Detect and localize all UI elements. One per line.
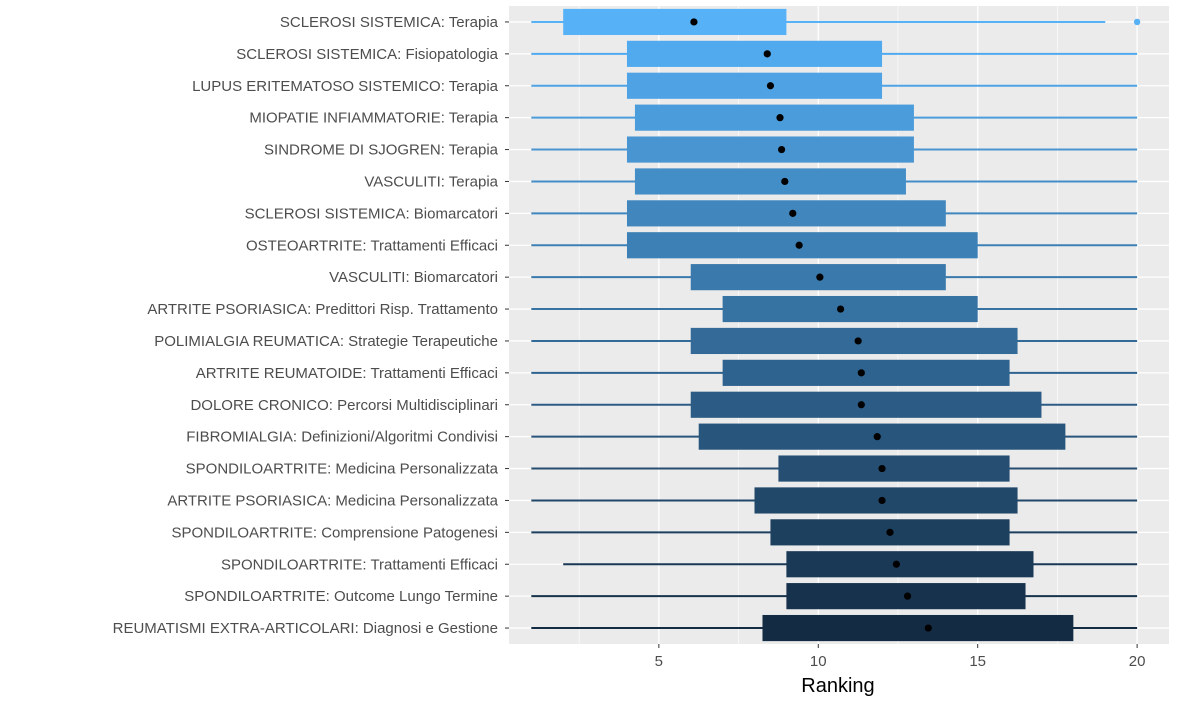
mean-point xyxy=(924,624,932,632)
category-label: VASCULITI: Biomarcatori xyxy=(329,269,498,286)
category-label: SCLEROSI SISTEMICA: Biomarcatori xyxy=(245,205,498,222)
box-row xyxy=(531,40,1138,67)
x-tick-label: 5 xyxy=(655,653,663,670)
box-row xyxy=(531,264,1138,291)
box-rows xyxy=(531,8,1141,642)
box-row xyxy=(531,295,1138,323)
mean-point xyxy=(836,305,845,313)
mean-point xyxy=(795,241,803,249)
box-row xyxy=(531,423,1138,450)
box-rect xyxy=(626,72,883,99)
box-row xyxy=(531,614,1138,642)
x-tick-label: 20 xyxy=(1129,653,1146,670)
box-rect xyxy=(698,423,1066,450)
box-rect xyxy=(634,168,906,195)
box-row xyxy=(531,455,1138,482)
x-tick-label: 10 xyxy=(810,653,827,670)
category-label: ARTRITE PSORIASICA: Medicina Personalizz… xyxy=(167,492,498,509)
box-row xyxy=(531,359,1138,386)
category-label: SPONDILOARTRITE: Outcome Lungo Termine xyxy=(184,588,498,605)
mean-point xyxy=(873,433,881,441)
box-row xyxy=(531,487,1138,514)
box-rect xyxy=(626,200,946,227)
mean-point xyxy=(789,209,797,217)
box-row xyxy=(531,327,1138,355)
box-rect xyxy=(722,295,978,323)
box-row xyxy=(531,168,1138,195)
box-rect xyxy=(626,136,914,163)
category-label: ARTRITE REUMATOIDE: Trattamenti Efficaci xyxy=(196,365,498,382)
mean-point xyxy=(766,82,775,90)
mean-point xyxy=(778,145,786,154)
box-row xyxy=(531,232,1138,259)
category-label: SINDROME DI SJOGREN: Terapia xyxy=(264,142,499,159)
mean-point xyxy=(886,528,894,536)
category-label: SPONDILOARTRITE: Trattamenti Efficaci xyxy=(221,556,498,573)
x-tick-label: 15 xyxy=(969,653,986,670)
box-row xyxy=(531,136,1138,163)
box-row xyxy=(531,104,1138,131)
category-label: VASCULITI: Terapia xyxy=(364,173,498,190)
box-row xyxy=(531,72,1138,99)
category-labels: SCLEROSI SISTEMICA: Terapia SCLEROSI SIST… xyxy=(113,14,509,637)
category-label: MIOPATIE INFIAMMATORIE: Terapia xyxy=(249,110,498,127)
box-rect xyxy=(634,104,914,131)
outlier-point xyxy=(1133,18,1141,26)
category-label: REUMATISMI EXTRA-ARTICOLARI: Diagnosi e … xyxy=(113,620,498,637)
box-row xyxy=(531,200,1138,227)
mean-point xyxy=(776,114,784,122)
category-label: ARTRITE PSORIASICA: Predittori Risp. Tra… xyxy=(147,301,498,318)
category-label: FIBROMIALGIA: Definizioni/Algoritmi Cond… xyxy=(186,429,498,446)
box-rect xyxy=(778,455,1010,482)
mean-point xyxy=(857,401,865,409)
box-rect xyxy=(690,327,1018,355)
mean-point xyxy=(903,592,912,600)
box-rect xyxy=(722,359,1010,386)
mean-point xyxy=(857,369,865,377)
category-label: SPONDILOARTRITE: Medicina Personalizzata xyxy=(186,461,499,478)
mean-point xyxy=(781,177,789,186)
category-label: SPONDILOARTRITE: Comprensione Patogenesi xyxy=(171,524,498,541)
box-row xyxy=(531,391,1138,418)
plot-panel xyxy=(509,6,1169,644)
mean-point xyxy=(854,337,862,345)
box-row xyxy=(531,519,1138,546)
box-rect xyxy=(563,8,787,36)
x-axis-ticks: 5 10 15 20 xyxy=(655,644,1146,670)
category-label: LUPUS ERITEMATOSO SISTEMICO: Terapia xyxy=(192,78,499,95)
box-rect xyxy=(786,551,1034,578)
category-label: POLIMIALGIA REUMATICA: Strategie Terapeu… xyxy=(154,333,498,350)
box-rect xyxy=(762,614,1074,642)
mean-point xyxy=(816,273,824,281)
category-label: OSTEOARTRITE: Trattamenti Efficaci xyxy=(246,237,498,254)
box-row xyxy=(531,8,1141,36)
mean-point xyxy=(878,464,886,473)
category-label: SCLEROSI SISTEMICA: Fisiopatologia xyxy=(236,46,498,63)
mean-point xyxy=(690,18,698,26)
box-rect xyxy=(754,487,1018,514)
category-label: SCLEROSI SISTEMICA: Terapia xyxy=(280,14,499,31)
mean-point xyxy=(892,560,900,568)
box-row xyxy=(531,583,1138,610)
mean-point xyxy=(763,50,771,58)
category-label: DOLORE CRONICO: Percorsi Multidisciplina… xyxy=(190,397,498,414)
x-axis-title: Ranking xyxy=(801,675,874,697)
mean-point xyxy=(878,496,886,505)
box-row xyxy=(563,551,1138,578)
box-rect xyxy=(690,391,1042,418)
box-rect xyxy=(626,40,883,67)
